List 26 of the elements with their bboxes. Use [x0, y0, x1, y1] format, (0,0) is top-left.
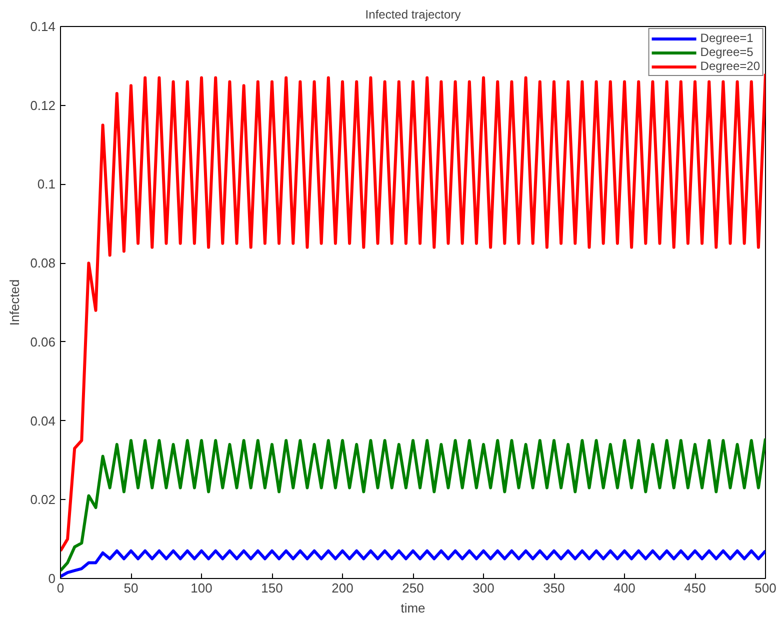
x-tick-label: 100 [190, 580, 212, 596]
x-tick-label: 450 [684, 580, 706, 596]
x-axis-title: time [400, 600, 426, 616]
y-tick-label: 0.1 [37, 176, 56, 192]
line-series [60, 72, 766, 552]
x-tick-label: 350 [543, 580, 565, 596]
y-tick-label: 0.06 [30, 334, 56, 350]
x-tick-label: 400 [614, 580, 636, 596]
legend-label: Degree=5 [700, 45, 754, 59]
x-tick-label: 500 [754, 580, 776, 596]
chart-title: Infected trajectory [365, 8, 461, 22]
y-tick-label: 0.04 [30, 413, 56, 428]
line-series [60, 437, 766, 572]
x-tick-label: 150 [261, 580, 283, 596]
y-tick-label: 0.02 [30, 492, 56, 508]
x-tick-label: 50 [124, 580, 138, 596]
y-tick-label: 0.08 [30, 256, 56, 271]
x-tick-label: 200 [332, 580, 354, 596]
y-tick-label: 0.14 [30, 19, 56, 34]
legend-label: Degree=20 [700, 59, 760, 73]
x-tick-label: 300 [472, 580, 494, 596]
legend-label: Degree=1 [700, 31, 754, 45]
y-tick-label: 0 [48, 571, 56, 586]
x-tick-label: 250 [402, 580, 424, 596]
y-tick-label: 0.12 [30, 98, 56, 113]
y-axis-title: Infected [7, 279, 22, 326]
